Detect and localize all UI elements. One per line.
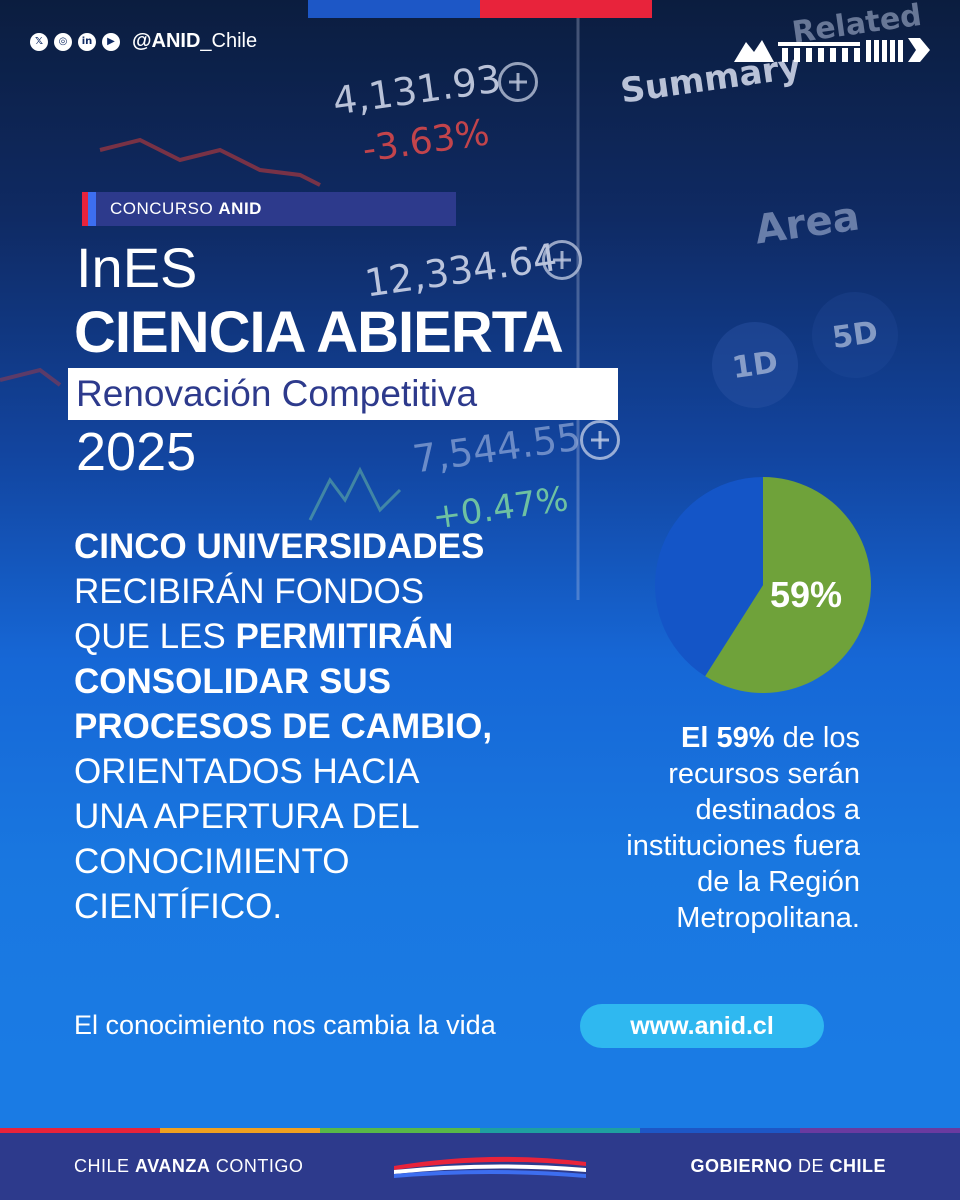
slogan: El conocimiento nos cambia la vida [74, 1010, 496, 1040]
pie-data-label: 59% [770, 574, 843, 615]
title-program: InES [76, 236, 198, 299]
title-year: 2025 [76, 422, 197, 482]
ticker-sparklines [0, 0, 580, 600]
social-handles: 𝕏 ◎ in ▶ @ANID_Chile [30, 30, 257, 53]
anid-logo [734, 38, 930, 62]
social-handle[interactable]: @ANID_Chile [132, 30, 258, 52]
rainbow-segment [320, 1128, 480, 1133]
stripe-red [480, 0, 652, 18]
plus-circle-icon [580, 420, 620, 460]
x-icon[interactable]: 𝕏 [30, 32, 48, 51]
pie-caption: El 59% de los recursos serán destinados … [626, 722, 860, 934]
rainbow-segment [160, 1128, 320, 1133]
linkedin-icon[interactable]: in [78, 32, 96, 51]
announcement-text: CINCO UNIVERSIDADES RECIBIRÁN FONDOS QUE… [74, 527, 493, 926]
contest-tag: CONCURSO ANID [82, 192, 456, 226]
pie-slice-outside-rm [705, 477, 871, 693]
instagram-icon[interactable]: ◎ [54, 32, 72, 51]
footer-rainbow-stripe [0, 1128, 960, 1133]
pie-slice-rm [655, 477, 763, 677]
tag-accent-blue [88, 192, 96, 226]
government-swoosh-logo [394, 1156, 586, 1178]
top-flag-stripe [308, 0, 652, 18]
rainbow-segment [0, 1128, 160, 1133]
footer-slogan-left: CHILE AVANZA CONTIGO [74, 1156, 304, 1176]
youtube-icon[interactable]: ▶ [102, 32, 120, 51]
title-main: CIENCIA ABIERTA [74, 300, 564, 365]
tag-accent-red [82, 192, 88, 226]
website-link[interactable]: www.anid.cl [580, 1004, 824, 1048]
plus-circle-icon [498, 62, 538, 102]
background-stock-ticker: 4,131.93 -3.63% 12,334.64 7,544.55 +0.47… [0, 0, 960, 600]
plus-circle-icon [542, 240, 582, 280]
footer-bar [0, 1128, 960, 1200]
pie-chart [655, 477, 871, 693]
tag-label: CONCURSO ANID [110, 199, 262, 218]
footer-government: GOBIERNO DE CHILE [690, 1156, 886, 1176]
stripe-blue [308, 0, 480, 18]
rainbow-segment [640, 1128, 800, 1133]
title-subtitle: Renovación Competitiva [68, 368, 618, 420]
rainbow-segment [480, 1128, 640, 1133]
rainbow-segment [800, 1128, 960, 1133]
